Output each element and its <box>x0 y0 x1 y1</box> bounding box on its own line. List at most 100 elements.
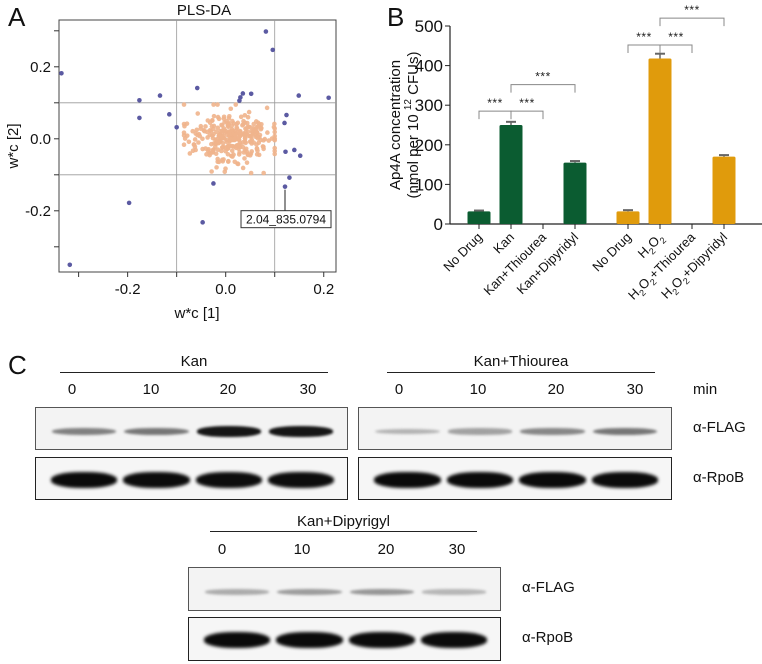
lane-time-label: 0 <box>217 541 227 558</box>
svg-text:***: *** <box>636 30 652 44</box>
bar-7 <box>712 156 736 224</box>
rpob-blot <box>188 617 501 661</box>
antibody-label-flag: α-FLAG <box>522 579 575 596</box>
flag-band <box>592 427 657 436</box>
rpob-band <box>267 471 334 488</box>
rpob-band <box>348 632 415 648</box>
annotation-box <box>240 210 332 229</box>
lane-time-label: 20 <box>377 541 395 558</box>
ap4a-bar-chart: 0 100 200 300 400 500 Ap4A concentration (nmol … <box>387 3 762 303</box>
blot-group-title: Kan <box>180 353 208 370</box>
bar-5 <box>648 58 672 224</box>
flag-band <box>375 428 440 435</box>
bar-1 <box>499 125 523 224</box>
flag-blot <box>358 407 672 450</box>
flag-band <box>196 426 261 437</box>
rpob-band <box>591 471 658 488</box>
rpob-band <box>204 632 271 648</box>
y-tick-label: 0 <box>434 215 443 234</box>
y-tick-label: 100 <box>415 175 443 194</box>
panel-letter-c: C <box>8 350 27 380</box>
category-label: No Drug <box>589 230 634 275</box>
significance-bracket: *** <box>510 70 576 93</box>
flag-band <box>268 426 333 437</box>
rpob-band <box>446 471 513 488</box>
svg-text:(nmol per 10 12 CFUs): (nmol per 10 12 CFUs) <box>403 52 422 199</box>
blot-group-rule <box>60 372 328 373</box>
rpob-band <box>519 471 586 488</box>
flag-band <box>52 427 117 436</box>
lane-time-label: 30 <box>626 381 644 398</box>
y-tick-label: 200 <box>415 136 443 155</box>
y-tick-label: 300 <box>415 96 443 115</box>
rpob-band <box>195 471 262 488</box>
svg-text:***: *** <box>535 70 551 84</box>
flag-band <box>124 427 189 436</box>
significance-bracket: *** <box>659 3 725 27</box>
significance-bracket: *** <box>510 96 544 120</box>
time-unit-label: min <box>693 381 718 398</box>
antibody-label-flag: α-FLAG <box>693 419 746 436</box>
y-tick-label: 0.2 <box>30 59 51 76</box>
flag-band <box>447 428 512 435</box>
rpob-band <box>420 632 487 648</box>
flag-band <box>277 588 342 596</box>
lane-time-label: 0 <box>394 381 404 398</box>
y-axis-label: Ap4A concentration (nmol per 10 12 CFUs) <box>387 52 422 199</box>
cluster-points <box>181 102 278 176</box>
bar-0 <box>467 211 491 224</box>
significance-bracket: *** <box>478 96 512 120</box>
category-label: No Drug <box>440 230 485 275</box>
category-label: Kan <box>490 230 517 257</box>
significance-bracket: *** <box>627 30 661 54</box>
x-axis-label: w*c [1] <box>173 305 219 322</box>
plot-frame <box>58 19 337 273</box>
bar-4 <box>616 211 640 224</box>
rpob-band <box>374 471 441 488</box>
scatter-title: PLS-DA <box>177 2 231 19</box>
flag-band <box>520 428 585 435</box>
lane-time-label: 30 <box>299 381 317 398</box>
y-axis-label: w*c [2] <box>5 123 22 169</box>
annotation-label: 2.04_835.0794 <box>246 213 326 227</box>
rpob-blot <box>35 457 348 500</box>
lane-time-label: 30 <box>448 541 466 558</box>
y-tick-label: 500 <box>415 17 443 36</box>
panel-letter-a: A <box>8 2 26 32</box>
flag-blot <box>188 567 501 611</box>
pls-da-scatter-plot: PLS-DA -0.2 0.0 0.2 -0.2 0.0 0.2 w*c [1] w*c [2]… <box>5 2 337 322</box>
x-tick-label: 0.2 <box>313 281 334 298</box>
rpob-band <box>51 471 118 488</box>
lane-time-label: 10 <box>293 541 311 558</box>
flag-band <box>349 588 414 596</box>
lane-time-label: 20 <box>547 381 565 398</box>
svg-text:Ap4A concentration: Ap4A concentration <box>387 60 404 190</box>
blot-group-title: Kan+Dipyrigyl <box>297 513 390 530</box>
flag-blot <box>35 407 348 450</box>
bar-3 <box>563 162 587 224</box>
svg-text:***: *** <box>487 96 503 110</box>
outlier-points <box>59 29 331 268</box>
flag-band <box>205 589 270 595</box>
blot-group-title: Kan+Thiourea <box>473 353 569 370</box>
y-tick-label: 0.0 <box>30 131 51 148</box>
rpob-band <box>123 471 190 488</box>
antibody-label-rpob: α-RpoB <box>693 469 745 486</box>
svg-text:***: *** <box>519 96 535 110</box>
x-tick-label: 0.0 <box>215 281 236 298</box>
lane-time-label: 10 <box>469 381 487 398</box>
y-tick-label: 400 <box>415 57 443 76</box>
y-tick-label: -0.2 <box>25 203 51 220</box>
lane-time-label: 0 <box>67 381 77 398</box>
panel-letter-b: B <box>387 2 405 32</box>
lane-time-label: 20 <box>219 381 237 398</box>
rpob-blot <box>358 457 672 500</box>
svg-text:***: *** <box>684 3 700 17</box>
svg-text:***: *** <box>668 30 684 44</box>
antibody-label-rpob: α-RpoB <box>522 629 574 646</box>
x-tick-label: -0.2 <box>115 281 141 298</box>
blot-group-rule <box>210 531 477 532</box>
flag-band <box>421 589 486 595</box>
rpob-band <box>276 632 343 648</box>
lane-time-label: 10 <box>142 381 160 398</box>
